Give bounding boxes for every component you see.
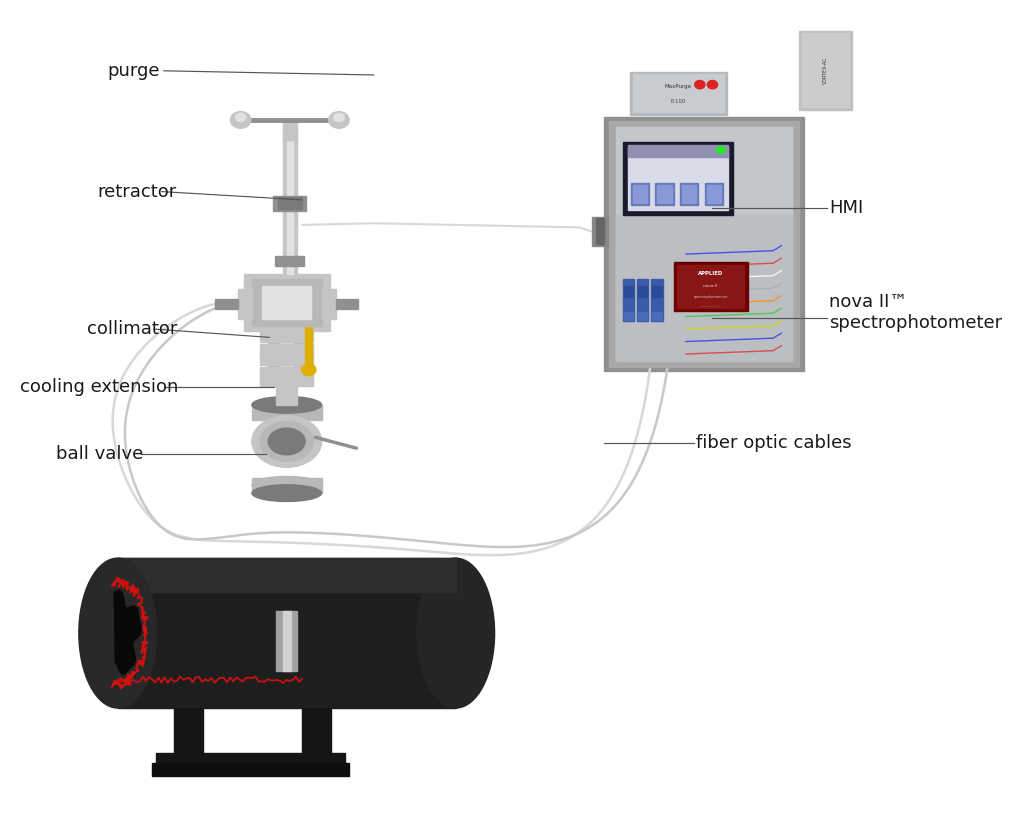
Bar xyxy=(651,279,663,321)
Bar xyxy=(623,142,733,215)
Circle shape xyxy=(334,113,344,122)
Bar xyxy=(655,183,674,205)
Bar xyxy=(260,323,313,335)
Bar xyxy=(174,708,203,758)
Ellipse shape xyxy=(268,428,305,455)
Bar xyxy=(260,344,313,356)
Text: fiber optic cables: fiber optic cables xyxy=(696,434,852,452)
Bar xyxy=(244,274,330,331)
Text: MaxPurge: MaxPurge xyxy=(665,84,692,89)
Bar xyxy=(252,279,322,326)
Text: E-100: E-100 xyxy=(671,98,686,103)
Bar xyxy=(592,217,608,246)
Bar xyxy=(336,299,358,309)
Bar xyxy=(638,312,647,320)
Circle shape xyxy=(236,113,246,122)
Circle shape xyxy=(329,112,349,128)
Bar xyxy=(628,145,728,157)
Bar xyxy=(260,331,313,342)
Bar xyxy=(680,183,698,205)
Bar xyxy=(283,133,297,274)
Bar xyxy=(674,262,748,311)
Bar xyxy=(652,286,662,297)
Bar xyxy=(652,312,662,320)
Bar xyxy=(275,256,304,266)
Bar xyxy=(631,183,649,205)
Bar xyxy=(596,218,604,244)
Bar xyxy=(623,279,634,321)
Text: HMI: HMI xyxy=(829,199,863,217)
Circle shape xyxy=(708,81,718,89)
Text: VORTEX-AC: VORTEX-AC xyxy=(823,57,827,84)
Circle shape xyxy=(230,112,251,128)
Bar xyxy=(262,286,311,319)
Bar xyxy=(278,197,302,209)
Text: spectrophotometer: spectrophotometer xyxy=(693,295,728,299)
Bar xyxy=(252,405,322,420)
Ellipse shape xyxy=(252,397,322,413)
Bar xyxy=(305,311,312,365)
Bar xyxy=(118,558,456,591)
Bar xyxy=(302,708,331,758)
Bar xyxy=(637,279,648,321)
Bar xyxy=(252,478,322,493)
Bar xyxy=(628,147,728,210)
Bar xyxy=(273,196,306,211)
Bar xyxy=(604,117,804,371)
Ellipse shape xyxy=(252,485,322,501)
Text: nova II: nova II xyxy=(703,283,718,287)
Bar xyxy=(268,329,305,380)
Bar xyxy=(276,611,297,671)
Polygon shape xyxy=(115,591,141,675)
Bar xyxy=(630,72,727,115)
Ellipse shape xyxy=(302,364,316,376)
Bar xyxy=(624,312,633,320)
Bar xyxy=(156,753,345,768)
Text: nova II™
spectrophotometer: nova II™ spectrophotometer xyxy=(829,292,1002,332)
Bar xyxy=(799,31,852,110)
Text: collimator: collimator xyxy=(87,320,177,338)
Bar xyxy=(677,265,744,308)
Bar xyxy=(215,299,238,309)
Bar xyxy=(283,611,291,671)
Bar xyxy=(322,289,336,319)
Bar xyxy=(283,122,297,140)
Text: ball valve: ball valve xyxy=(56,445,143,463)
Bar xyxy=(657,185,672,203)
Text: purge: purge xyxy=(108,62,160,80)
Bar xyxy=(707,185,721,203)
Bar xyxy=(260,367,313,378)
Text: APPLIED: APPLIED xyxy=(698,271,723,276)
Bar xyxy=(633,74,724,112)
Text: retractor: retractor xyxy=(97,182,176,201)
Bar xyxy=(281,329,293,380)
Ellipse shape xyxy=(417,558,495,708)
Bar xyxy=(152,763,349,776)
Ellipse shape xyxy=(79,558,157,708)
Bar xyxy=(616,127,792,361)
Text: ____________: ____________ xyxy=(700,303,721,307)
Ellipse shape xyxy=(260,421,313,461)
Bar xyxy=(287,133,293,274)
Bar xyxy=(616,215,792,361)
Ellipse shape xyxy=(252,416,322,467)
Bar xyxy=(260,353,313,365)
Text: cooling extension: cooling extension xyxy=(20,378,179,397)
Bar xyxy=(624,286,633,297)
Bar xyxy=(802,33,849,107)
Bar xyxy=(633,185,647,203)
Bar xyxy=(705,183,723,205)
Circle shape xyxy=(717,147,725,153)
Bar xyxy=(260,374,313,386)
Bar xyxy=(276,380,297,405)
Bar xyxy=(118,558,456,708)
Bar xyxy=(238,289,252,319)
Bar xyxy=(638,286,647,297)
Bar xyxy=(682,185,696,203)
Ellipse shape xyxy=(252,476,322,493)
Bar xyxy=(609,121,799,367)
Circle shape xyxy=(694,81,705,89)
